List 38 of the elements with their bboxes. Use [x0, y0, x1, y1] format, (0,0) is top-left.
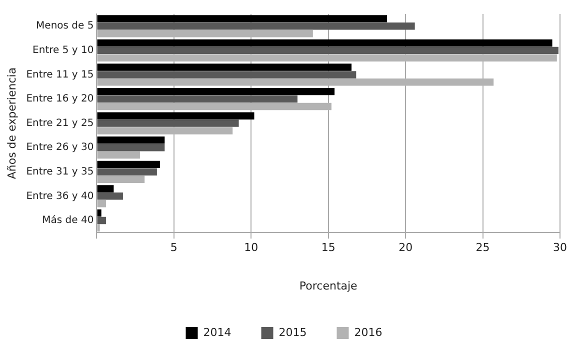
- bar: [97, 209, 102, 217]
- x-tick-label: 15: [321, 241, 336, 254]
- bar: [97, 112, 254, 120]
- y-tick-label: Más de 40: [42, 215, 94, 226]
- x-axis-title: Porcentaje: [299, 279, 358, 292]
- bar: [97, 136, 165, 144]
- bar: [97, 46, 558, 54]
- bar: [97, 120, 239, 127]
- y-axis-title: Años de experiencia: [5, 67, 18, 180]
- y-tick-label: Entre 26 y 30: [26, 142, 94, 154]
- x-tick-label: 5: [170, 241, 178, 254]
- bar: [97, 88, 335, 96]
- bar: [97, 144, 165, 152]
- legend-label: 2016: [354, 326, 382, 339]
- bar: [97, 185, 114, 192]
- bar: [97, 160, 160, 168]
- legend-label: 2015: [278, 326, 307, 339]
- legend-label: 2014: [203, 326, 232, 339]
- bar: [97, 39, 552, 47]
- x-tick-label: 30: [553, 241, 567, 254]
- bar: [97, 71, 356, 78]
- bar: [97, 168, 157, 176]
- y-tick-label: Entre 5 y 10: [32, 45, 94, 56]
- y-tick-label: Menos de 5: [36, 20, 94, 32]
- x-tick-label: 10: [244, 241, 258, 254]
- bar: [97, 192, 123, 200]
- bar: [97, 216, 106, 224]
- bar: [97, 15, 388, 22]
- bar: [97, 64, 352, 71]
- bar: [97, 22, 415, 30]
- y-tick-label: Entre 36 y 40: [26, 190, 94, 202]
- x-tick-label: 25: [476, 241, 490, 254]
- y-tick-label: Entre 16 y 20: [26, 94, 94, 105]
- y-tick-label: Entre 11 y 15: [26, 69, 94, 80]
- y-tick-label: Entre 21 y 25: [26, 118, 94, 129]
- bar: [97, 95, 298, 103]
- y-tick-label: Entre 31 y 35: [26, 166, 94, 178]
- x-tick-label: 20: [398, 241, 413, 254]
